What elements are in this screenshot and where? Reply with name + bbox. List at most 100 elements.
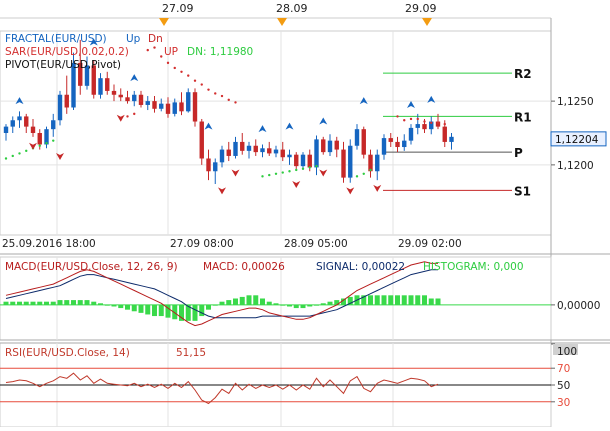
candle-body [145, 101, 150, 105]
candle-body [287, 154, 292, 158]
candle-body [206, 158, 211, 172]
candle-body [321, 139, 326, 153]
sar-dot [200, 83, 203, 86]
sar-dot [308, 166, 311, 169]
price-legend: FRACTAL(EUR/USD) Up Dn SAR(EUR/USD,0.02,… [5, 33, 253, 71]
histogram-bar [172, 304, 178, 320]
candle-body [44, 129, 49, 145]
histogram-bar [152, 304, 157, 317]
fractal-down-icon [29, 142, 37, 150]
last-price-tag: 1,12204 [550, 131, 607, 147]
candle-body [165, 103, 171, 114]
candle-body [186, 92, 191, 112]
histogram-bar [64, 300, 70, 305]
candle-body [402, 140, 407, 148]
histogram-bar [408, 295, 414, 305]
price-axis: 1,1250 1,1200 [551, 96, 594, 172]
histogram-bar [287, 304, 292, 307]
histogram-bar [327, 301, 333, 305]
sar-dot [396, 115, 399, 118]
fractal-up-icon [359, 97, 368, 105]
sar-dot [369, 168, 372, 172]
x-axis-label: 28.09 05:00 [284, 238, 348, 250]
macd-legend: MACD(EUR/USD.Close, 12, 26, 9) MACD: 0,0… [5, 261, 524, 273]
event-marker-icon[interactable] [422, 18, 432, 26]
legend-fractal-dn: Dn [148, 33, 163, 45]
histogram-bar [246, 295, 252, 305]
sar-dot [38, 144, 41, 147]
candle-body [240, 141, 245, 151]
candle-body [341, 149, 346, 178]
sar-dot [261, 175, 264, 178]
candle-body [294, 154, 299, 167]
macd-legend-histogram: HISTOGRAM: 0,000 [423, 261, 524, 273]
sar-dot [274, 172, 278, 175]
macd-histogram [3, 295, 441, 321]
histogram-bar [320, 303, 326, 305]
legend-sar-dn: DN: 1,11980 [187, 46, 253, 58]
top-axis-label: 28.09 [276, 2, 308, 15]
candle-body [273, 149, 279, 154]
candle-body [415, 124, 420, 128]
rsi-legend: RSI(EUR/USD.Close, 14) 51,15 [5, 347, 206, 359]
histogram-bar [125, 304, 130, 310]
event-marker-icon[interactable] [159, 18, 169, 26]
last-price-label: 1,12204 [555, 134, 599, 146]
histogram-bar [145, 304, 151, 315]
histogram-bar [374, 295, 380, 305]
event-marker-icon[interactable] [277, 18, 287, 26]
candle-body [71, 62, 76, 108]
fractal-up-icon [319, 117, 328, 125]
histogram-bar [381, 295, 387, 305]
fractal-up-icon [285, 122, 294, 130]
sar-dot [193, 79, 197, 82]
sar-dot [288, 170, 291, 173]
sar-dot [180, 70, 183, 74]
histogram-bar [212, 304, 218, 306]
fractal-down-icon [373, 184, 382, 192]
rsi-axis-label: 100 [557, 346, 577, 358]
histogram-bar [206, 304, 211, 310]
candle-body [429, 121, 434, 130]
sar-dot [362, 172, 365, 175]
fractal-up-icon [130, 74, 139, 82]
histogram-bar [233, 298, 238, 305]
legend-pivot-name: PIVOT(EUR/USD,Pivot) [5, 59, 121, 71]
histogram-bar [253, 295, 259, 305]
candle-body [152, 101, 157, 109]
sar-dot [153, 46, 156, 49]
candle-body [361, 129, 366, 155]
candle-body [132, 94, 137, 102]
candle-body [368, 154, 373, 172]
candle-body [442, 126, 447, 142]
candle-body [381, 138, 387, 155]
candle-body [10, 120, 15, 127]
histogram-bar [422, 295, 427, 305]
candle-body [51, 120, 56, 130]
sar-dot [281, 171, 284, 174]
histogram-bar [131, 304, 137, 312]
histogram-bar [300, 304, 306, 309]
histogram-bar [118, 304, 124, 309]
sar-dot [409, 117, 413, 121]
candle-body [159, 103, 164, 109]
sar-dot [220, 94, 224, 98]
candle-body [334, 140, 339, 150]
x-axis-label: 25.09.2016 18:00 [2, 238, 96, 250]
histogram-bar [307, 304, 313, 307]
top-axis-label: 29.09 [405, 2, 437, 15]
sar-series [4, 46, 446, 178]
rsi-axis-label: 30 [557, 397, 570, 409]
sar-dot [416, 117, 419, 121]
candle-body [219, 149, 225, 163]
candle-body [3, 126, 9, 133]
candle-body [98, 78, 103, 95]
sar-dot [234, 101, 237, 104]
sar-dot [301, 167, 305, 170]
histogram-bar [50, 301, 56, 305]
histogram-bar [57, 300, 63, 305]
sar-dot [173, 66, 176, 70]
